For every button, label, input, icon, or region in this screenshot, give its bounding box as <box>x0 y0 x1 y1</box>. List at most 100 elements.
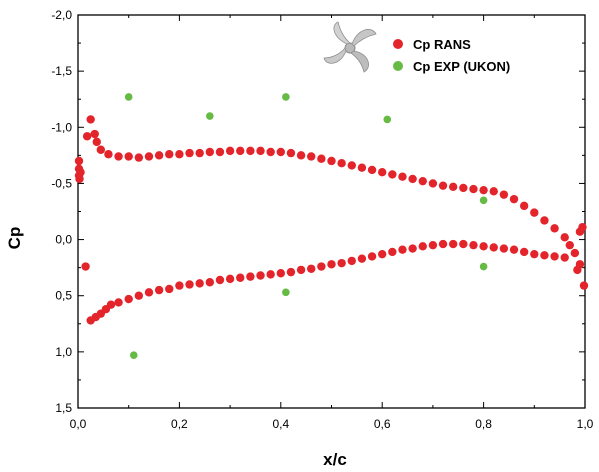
rans-point <box>337 258 346 268</box>
rans-point <box>398 172 407 181</box>
rans-point <box>114 152 123 161</box>
y-tick-label: -1,5 <box>51 64 72 78</box>
rans-point <box>74 156 84 166</box>
rans-point <box>479 185 488 195</box>
rans-point <box>266 270 275 279</box>
rans-point <box>438 239 448 249</box>
x-tick-label: 0,4 <box>272 417 289 431</box>
rans-point <box>317 154 326 163</box>
rans-point <box>565 240 574 250</box>
rans-point <box>154 151 164 160</box>
rans-point <box>575 227 585 236</box>
y-tick-labels: -2,0 -1,5 -1,0 -0,5 0,0 0,5 1,0 1,5 <box>51 8 72 415</box>
rans-point <box>367 252 377 261</box>
rans-point <box>86 115 95 124</box>
rans-point <box>448 239 458 249</box>
y-tick-label: -0,5 <box>51 176 72 190</box>
rans-point <box>530 249 539 259</box>
rans-point <box>519 247 529 257</box>
legend-label-exp: Cp EXP (UKON) <box>413 59 510 74</box>
rans-point <box>327 156 336 166</box>
y-tick-label: 1,5 <box>55 401 72 415</box>
rans-point <box>276 147 285 157</box>
rans-point <box>317 262 326 271</box>
rans-point <box>124 152 133 161</box>
rans-point <box>185 148 194 158</box>
rans-point <box>144 152 154 161</box>
y-tick-label: 0,0 <box>55 233 72 247</box>
rans-point <box>307 264 316 273</box>
rans-point <box>236 146 245 156</box>
rans-point <box>408 174 417 184</box>
exp-point <box>282 288 290 297</box>
rans-point <box>550 252 559 261</box>
rans-point <box>215 275 225 285</box>
rans-point <box>154 285 164 295</box>
rans-point <box>106 300 116 309</box>
rans-point <box>540 251 549 260</box>
rans-point <box>327 260 336 269</box>
x-axis-title: x/c <box>323 450 347 469</box>
rans-point <box>573 265 582 275</box>
rans-point <box>225 274 235 284</box>
rans-point <box>104 150 113 159</box>
exp-point <box>129 351 138 360</box>
rans-point <box>75 174 84 184</box>
legend-label-rans: Cp RANS <box>413 37 471 52</box>
rans-point <box>499 190 509 199</box>
x-tick-label: 0,2 <box>171 417 188 431</box>
rans-point <box>124 294 133 304</box>
rans-point <box>347 256 356 266</box>
rans-point <box>388 247 397 257</box>
y-tick-label: 0,5 <box>55 289 72 303</box>
rans-point <box>296 151 306 160</box>
rans-point <box>266 147 275 157</box>
rans-point <box>357 254 367 263</box>
exp-point <box>479 262 488 271</box>
legend-marker-rans <box>393 39 403 49</box>
rans-point <box>276 269 285 278</box>
rans-point <box>408 244 417 253</box>
rans-point <box>489 243 498 252</box>
legend-marker-exp <box>393 61 403 71</box>
rans-point <box>286 148 296 158</box>
rans-point <box>448 182 458 191</box>
rans-point <box>519 201 529 211</box>
rans-point <box>509 245 519 254</box>
x-tick-label: 1,0 <box>577 417 594 431</box>
rans-point <box>469 240 478 250</box>
x-tick-label: 0,6 <box>374 417 391 431</box>
rans-point <box>256 146 265 156</box>
rans-point <box>175 150 184 159</box>
rans-point <box>579 281 589 290</box>
rans-point <box>256 271 265 280</box>
propeller-icon <box>323 21 377 73</box>
rans-point <box>540 216 549 225</box>
x-tick-label: 0,8 <box>475 417 492 431</box>
rans-point <box>76 168 85 177</box>
rans-point <box>82 132 92 141</box>
rans-point <box>175 281 184 290</box>
rans-point <box>509 194 519 204</box>
rans-point <box>378 168 387 177</box>
series-exp <box>124 93 488 360</box>
rans-point <box>246 272 255 281</box>
rans-point <box>550 224 559 233</box>
rans-point <box>530 208 539 217</box>
rans-point <box>195 148 204 158</box>
rans-point <box>459 239 468 249</box>
rans-point <box>570 248 580 258</box>
rans-point <box>489 187 498 196</box>
rans-point <box>357 163 367 172</box>
rans-point <box>398 245 407 254</box>
series-rans <box>74 115 589 325</box>
rans-point <box>428 240 438 250</box>
rans-point <box>144 288 154 297</box>
x-tick-label: 0,0 <box>70 417 87 431</box>
rans-point <box>367 165 377 175</box>
rans-point <box>286 267 296 277</box>
exp-point <box>206 112 214 120</box>
exp-point <box>383 115 392 124</box>
rans-point <box>92 137 101 147</box>
